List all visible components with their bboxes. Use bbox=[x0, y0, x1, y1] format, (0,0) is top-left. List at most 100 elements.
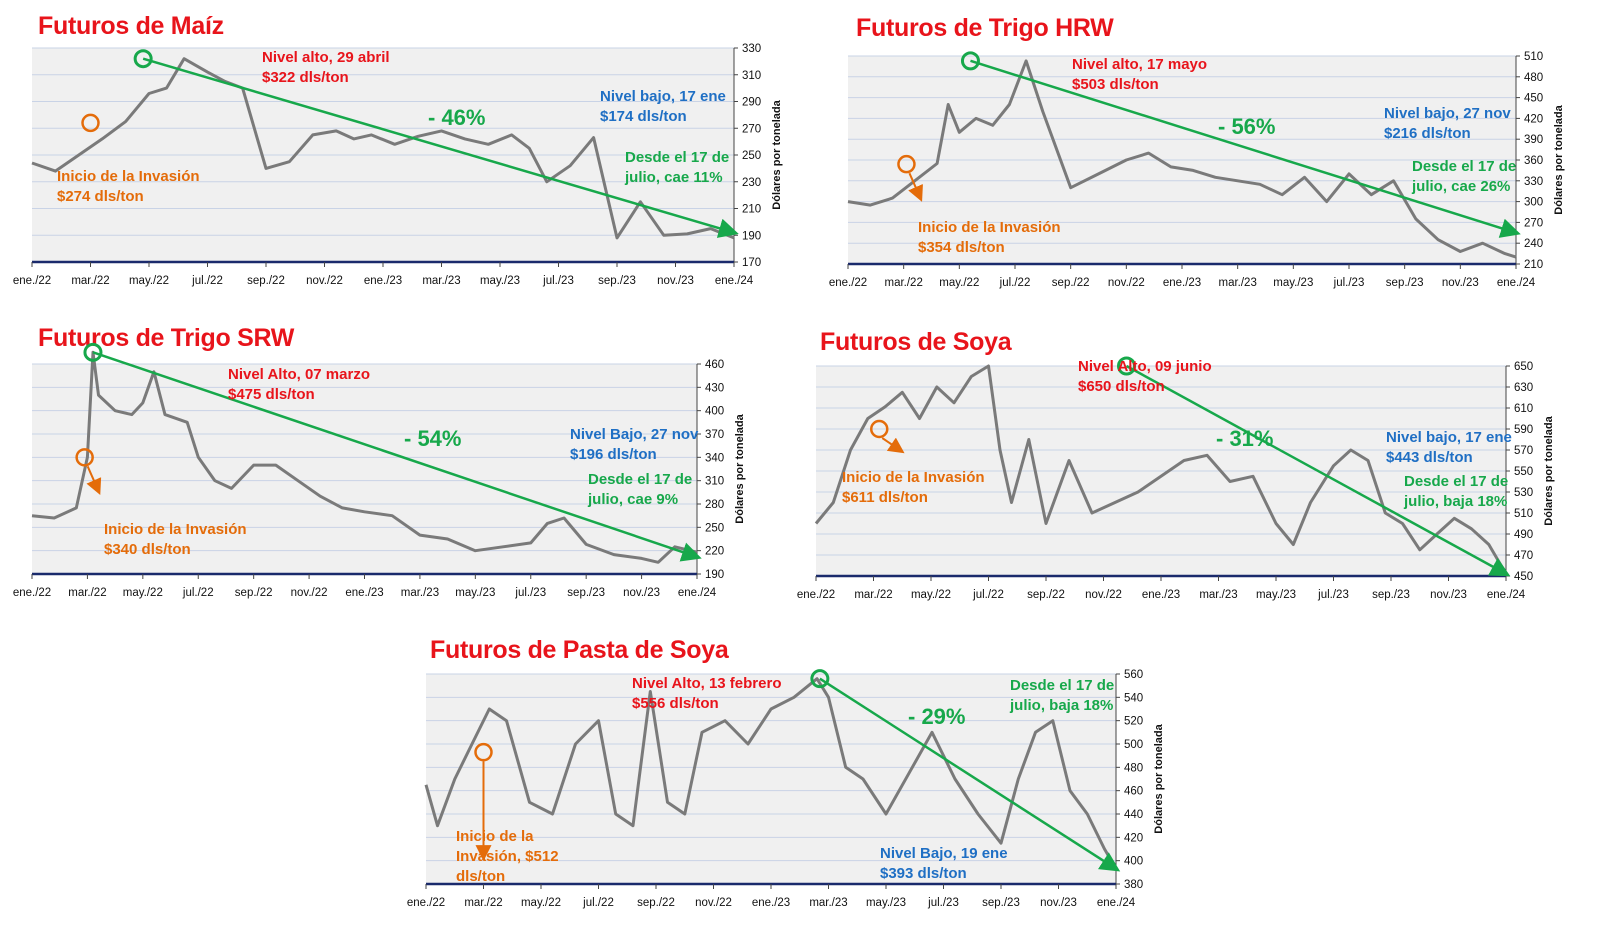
x-tick-label: ene./24 bbox=[1487, 589, 1526, 601]
chart-svg: 450 470 490 510 530 550 570 590 610 630 650 ene./22… bbox=[797, 356, 1555, 601]
y-tick-label: 220 bbox=[705, 546, 724, 558]
y-tick-label: 380 bbox=[1124, 879, 1143, 891]
invasion-label: Inicio de la Invasión $611 dls/ton bbox=[842, 469, 985, 506]
y-axis-label: Dólares por tonelada bbox=[1553, 104, 1565, 214]
x-tick-label: sep./23 bbox=[1372, 589, 1410, 601]
x-tick-label: jul./23 bbox=[1333, 277, 1365, 289]
x-tick-label: mar./23 bbox=[1218, 277, 1256, 289]
x-tick-label: nov./22 bbox=[1108, 277, 1145, 289]
x-tick-label: may./22 bbox=[911, 589, 951, 601]
y-tick-label: 460 bbox=[1124, 786, 1143, 798]
y-tick-label: 310 bbox=[705, 476, 724, 488]
x-tick-label: jul./22 bbox=[582, 897, 614, 909]
x-tick-label: sep./23 bbox=[567, 587, 605, 599]
y-tick-label: 420 bbox=[1524, 113, 1543, 125]
y-tick-label: 510 bbox=[1524, 51, 1543, 63]
x-tick-label: nov./22 bbox=[695, 897, 732, 909]
x-tick-label: may./23 bbox=[1256, 589, 1296, 601]
invasion-label: Inicio de la Invasión $354 dls/ton bbox=[918, 219, 1061, 256]
x-tick-label: ene./22 bbox=[13, 275, 51, 287]
since-label: Desde el 17 de julio, baja 18% bbox=[1404, 473, 1509, 510]
y-tick-label: 520 bbox=[1124, 716, 1143, 728]
x-tick-label: jul./23 bbox=[514, 587, 546, 599]
y-tick-label: 480 bbox=[1124, 762, 1143, 774]
x-tick-label: sep./23 bbox=[982, 897, 1020, 909]
x-tick-label: nov./22 bbox=[306, 275, 343, 287]
chart-panel-trigo-srw: Futuros de Trigo SRW 190 220 250 280 310 340 3… bbox=[0, 318, 800, 618]
y-tick-label: 370 bbox=[705, 429, 724, 441]
since-label: Desde el 17 de julio, baja 18% bbox=[1010, 677, 1115, 714]
high-point-marker bbox=[960, 51, 980, 71]
trend-arrow bbox=[970, 59, 1521, 238]
y-tick-label: 480 bbox=[1524, 72, 1543, 84]
y-tick-label: 270 bbox=[1524, 217, 1543, 229]
y-tick-label: 590 bbox=[1514, 424, 1533, 436]
y-tick-label: 330 bbox=[1524, 176, 1543, 188]
y-tick-label: 450 bbox=[1524, 93, 1543, 105]
x-tick-label: mar./22 bbox=[71, 275, 109, 287]
y-tick-label: 240 bbox=[1524, 238, 1543, 250]
y-tick-label: 550 bbox=[1514, 466, 1533, 478]
y-tick-label: 280 bbox=[705, 499, 724, 511]
x-tick-label: mar./23 bbox=[809, 897, 847, 909]
invasion-marker bbox=[474, 742, 493, 762]
y-axis-label: Dólares por tonelada bbox=[1153, 723, 1165, 833]
y-tick-label: 440 bbox=[1124, 809, 1143, 821]
x-tick-label: ene./24 bbox=[1097, 897, 1136, 909]
invasion-marker bbox=[870, 419, 889, 439]
y-tick-label: 390 bbox=[1524, 134, 1543, 146]
y-tick-label: 400 bbox=[705, 406, 724, 418]
high-label: Nivel alto, 17 mayo $503 dls/ton bbox=[1072, 56, 1208, 93]
x-tick-label: nov./23 bbox=[1430, 589, 1467, 601]
chart-panel-pasta-soya: Futuros de Pasta de Soya 380 400 420 440 460… bbox=[400, 632, 1200, 938]
trend-arrow bbox=[819, 677, 1121, 872]
high-point-marker bbox=[1117, 356, 1136, 376]
chart-title: Futuros de Trigo HRW bbox=[856, 14, 1114, 42]
change-percent: - 29% bbox=[908, 704, 966, 729]
x-tick-label: jul./23 bbox=[927, 897, 959, 909]
x-tick-label: mar./23 bbox=[422, 275, 460, 287]
low-label: Nivel Bajo, 27 nov $196 dls/ton bbox=[570, 426, 699, 463]
x-tick-label: jul./22 bbox=[191, 275, 223, 287]
y-tick-label: 300 bbox=[1524, 197, 1543, 209]
y-tick-label: 190 bbox=[742, 230, 761, 242]
chart-panel-soya: Futuros de Soya 450 470 490 510 530 550 570 590… bbox=[786, 318, 1600, 618]
trend-arrow bbox=[142, 57, 739, 238]
x-tick-label: ene./23 bbox=[752, 897, 790, 909]
x-tick-label: ene./23 bbox=[345, 587, 383, 599]
y-tick-label: 250 bbox=[705, 522, 724, 534]
y-tick-label: 420 bbox=[1124, 832, 1143, 844]
y-tick-label: 360 bbox=[1524, 155, 1543, 167]
x-tick-label: jul./22 bbox=[999, 277, 1031, 289]
invasion-arrow bbox=[86, 465, 102, 495]
change-percent: - 46% bbox=[428, 105, 486, 130]
x-tick-label: mar./22 bbox=[854, 589, 892, 601]
x-tick-label: jul./22 bbox=[972, 589, 1004, 601]
y-tick-label: 290 bbox=[742, 97, 761, 109]
y-tick-label: 470 bbox=[1514, 550, 1533, 562]
invasion-label: Inicio de la Invasión $340 dls/ton bbox=[104, 521, 247, 558]
y-tick-label: 230 bbox=[742, 177, 761, 189]
low-label: Nivel bajo, 27 nov $216 dls/ton bbox=[1384, 105, 1511, 142]
y-tick-label: 270 bbox=[742, 123, 761, 135]
x-tick-label: sep./22 bbox=[637, 897, 675, 909]
chart-svg: 380 400 420 440 460 480 500 520 540 560 ene./22 mar… bbox=[407, 669, 1165, 909]
y-tick-label: 310 bbox=[742, 70, 761, 82]
chart-title: Futuros de Maíz bbox=[38, 12, 224, 40]
y-tick-label: 570 bbox=[1514, 445, 1533, 457]
x-tick-label: may./23 bbox=[866, 897, 906, 909]
x-tick-label: nov./22 bbox=[291, 587, 328, 599]
y-tick-label: 650 bbox=[1514, 361, 1533, 373]
x-tick-label: mar./23 bbox=[1199, 589, 1237, 601]
invasion-marker bbox=[897, 154, 916, 174]
y-tick-label: 530 bbox=[1514, 487, 1533, 499]
x-tick-label: mar./22 bbox=[68, 587, 106, 599]
y-tick-label: 400 bbox=[1124, 856, 1143, 868]
chart-svg: 190 220 250 280 310 340 370 400 430 460 ene./22 mar… bbox=[13, 342, 746, 599]
high-label: Nivel Alto, 09 junio $650 dls/ton bbox=[1078, 358, 1212, 395]
price-series-line bbox=[814, 364, 1508, 575]
x-tick-label: sep./22 bbox=[1027, 589, 1065, 601]
x-tick-label: nov./23 bbox=[1442, 277, 1479, 289]
x-tick-label: ene./24 bbox=[678, 587, 717, 599]
trend-arrow bbox=[1125, 364, 1511, 577]
